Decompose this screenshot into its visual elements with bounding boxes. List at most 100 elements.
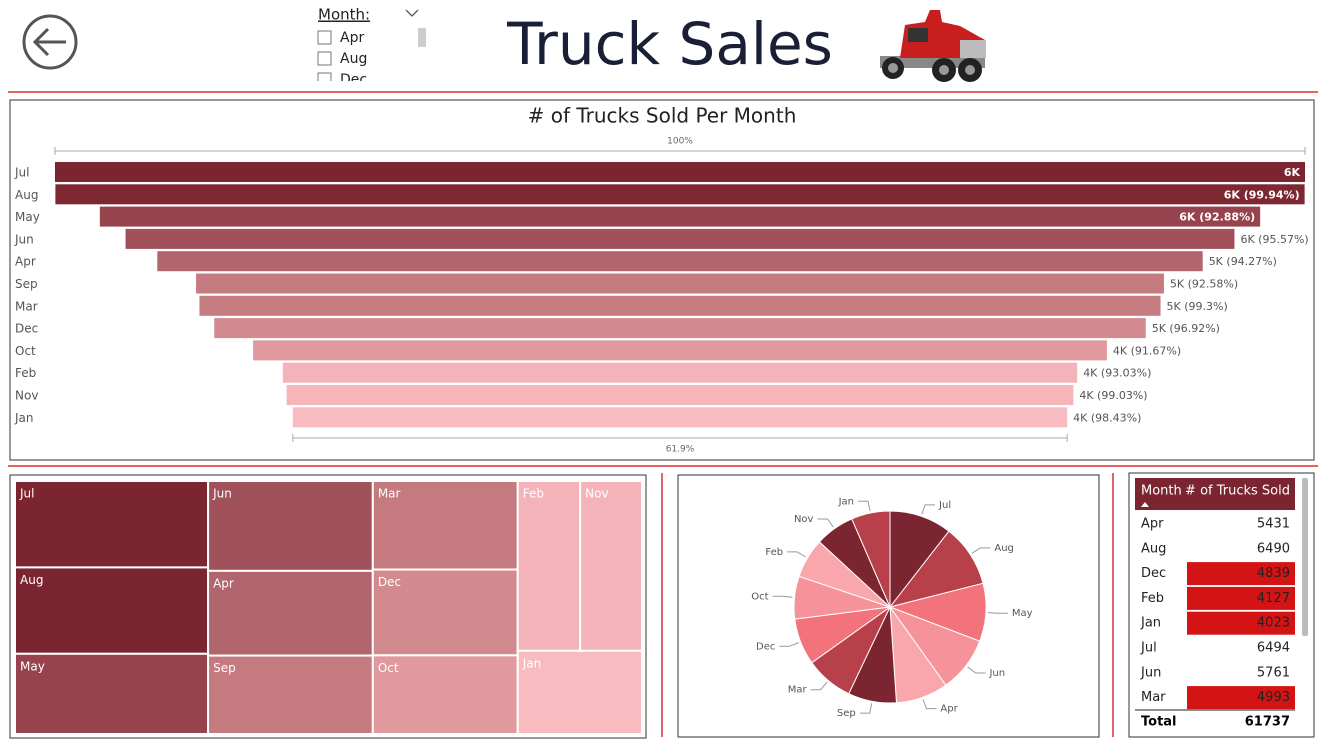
treemap-cell bbox=[516, 480, 582, 652]
table-cell: Jul bbox=[1140, 641, 1157, 656]
category-label: May bbox=[15, 210, 40, 224]
funnel-title: # of Trucks Sold Per Month bbox=[528, 104, 797, 128]
funnel-bar bbox=[125, 228, 1235, 249]
leader-line bbox=[810, 681, 828, 691]
treemap-label: Oct bbox=[378, 661, 399, 675]
category-label: Mar bbox=[15, 299, 38, 313]
treemap-label: May bbox=[20, 659, 45, 673]
category-label: Feb bbox=[15, 366, 36, 380]
sort-indicator bbox=[1141, 502, 1149, 507]
treemap-cell bbox=[371, 480, 519, 571]
total-value: 61737 bbox=[1245, 715, 1290, 730]
slicer-item: Apr bbox=[340, 30, 364, 46]
treemap-label: Mar bbox=[378, 487, 401, 501]
funnel-bar bbox=[55, 184, 1305, 205]
funnel-bar bbox=[253, 340, 1107, 361]
leader-line bbox=[971, 547, 991, 554]
table-cell: 4127 bbox=[1257, 591, 1290, 606]
data-label: 5K (99.3%) bbox=[1167, 300, 1228, 313]
treemap-cell bbox=[14, 480, 210, 569]
treemap-label: Nov bbox=[585, 487, 608, 501]
treemap-label: Jun bbox=[212, 487, 232, 501]
pie-label: Jul bbox=[938, 500, 951, 511]
data-label: 4K (99.03%) bbox=[1079, 389, 1147, 402]
treemap-label: Sep bbox=[213, 661, 236, 675]
data-label: 6K (95.57%) bbox=[1240, 233, 1308, 246]
leader-line bbox=[772, 595, 793, 598]
cell-highlight bbox=[1187, 586, 1295, 610]
pie-label: Mar bbox=[788, 685, 808, 696]
funnel-annotation: 61.9% bbox=[666, 445, 695, 455]
slicer-chevron[interactable] bbox=[405, 9, 419, 17]
treemap-cell bbox=[579, 480, 643, 652]
table-cell: 4993 bbox=[1257, 690, 1290, 705]
pie-slice bbox=[851, 510, 891, 608]
funnel-bar bbox=[99, 206, 1261, 227]
category-label: Jul bbox=[14, 166, 29, 180]
table-scrollbar bbox=[1302, 478, 1308, 636]
treemap-cell bbox=[14, 566, 210, 655]
treemap-cell bbox=[516, 649, 643, 735]
data-label: 4K (98.43%) bbox=[1073, 411, 1141, 424]
category-label: Oct bbox=[15, 344, 36, 358]
table-cell: Apr bbox=[1141, 517, 1164, 532]
funnel-bar bbox=[157, 251, 1203, 272]
cell-highlight bbox=[1187, 611, 1295, 635]
slicer-list: Apr Aug Dec bbox=[317, 30, 367, 86]
pie-label: Nov bbox=[794, 514, 814, 525]
treemap-cell bbox=[207, 569, 374, 657]
back-button[interactable] bbox=[22, 14, 78, 70]
funnel-annotation: 100% bbox=[667, 137, 693, 147]
leader-line bbox=[779, 642, 799, 647]
cell-highlight bbox=[1187, 686, 1295, 710]
treemap-label: Jan bbox=[522, 656, 542, 670]
table-cell: 6494 bbox=[1257, 641, 1290, 656]
leader-line bbox=[858, 500, 871, 512]
treemap-label: Apr bbox=[213, 576, 234, 590]
pie-label: Oct bbox=[751, 591, 768, 602]
leader-line bbox=[987, 612, 1008, 614]
pie-label: Sep bbox=[837, 708, 856, 719]
truck-icon bbox=[880, 10, 986, 82]
data-label: 5K (92.58%) bbox=[1170, 278, 1238, 291]
table-cell: Feb bbox=[1141, 591, 1164, 606]
category-label: Aug bbox=[15, 188, 38, 202]
treemap-label: Dec bbox=[378, 575, 401, 589]
pie-label: Dec bbox=[756, 641, 775, 652]
data-label: 6K (99.94%) bbox=[1224, 188, 1300, 201]
funnel-bar bbox=[196, 273, 1164, 294]
category-label: Jun bbox=[14, 232, 34, 246]
table-cell: 4023 bbox=[1257, 616, 1290, 631]
column-header: # of Trucks Sold bbox=[1185, 484, 1290, 499]
pie-label: Feb bbox=[765, 547, 783, 558]
data-label: 4K (91.67%) bbox=[1113, 344, 1181, 357]
table-cell: Dec bbox=[1141, 566, 1166, 581]
leader-line bbox=[922, 699, 937, 710]
table-cell: 5761 bbox=[1257, 665, 1290, 680]
slicer-checkbox[interactable] bbox=[317, 51, 332, 66]
treemap-label: Feb bbox=[523, 487, 544, 501]
pie-label: May bbox=[1012, 608, 1033, 619]
category-label: Jan bbox=[14, 411, 34, 425]
leader-line bbox=[967, 666, 986, 674]
funnel-bar bbox=[214, 318, 1146, 339]
slicer-checkbox[interactable] bbox=[317, 72, 332, 86]
cell-highlight bbox=[1187, 562, 1295, 586]
page-title: Truck Sales bbox=[506, 10, 833, 78]
leader-line bbox=[817, 518, 834, 528]
table-cell: Jan bbox=[1140, 616, 1161, 631]
table-cell: Aug bbox=[1141, 541, 1166, 556]
slicer-scrollbar bbox=[418, 28, 426, 47]
treemap-cell bbox=[371, 654, 519, 735]
slicer-checkbox[interactable] bbox=[317, 30, 332, 45]
table-cell: Mar bbox=[1141, 690, 1166, 705]
funnel-bar bbox=[286, 385, 1074, 405]
data-label: 5K (96.92%) bbox=[1152, 322, 1220, 335]
column-header: Month bbox=[1141, 484, 1182, 499]
category-label: Apr bbox=[15, 255, 36, 269]
data-label: 4K (93.03%) bbox=[1083, 367, 1151, 380]
table-cell: 4839 bbox=[1257, 566, 1290, 581]
leader-line bbox=[859, 703, 873, 714]
category-label: Sep bbox=[15, 277, 38, 291]
